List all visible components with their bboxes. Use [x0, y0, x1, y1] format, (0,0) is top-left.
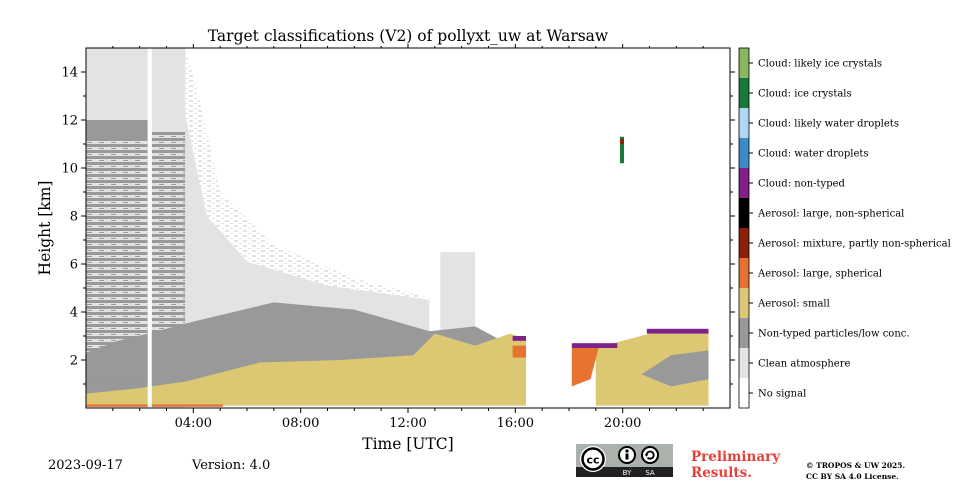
- legend-swatch: [739, 78, 749, 108]
- region-no-signal-13h: [429, 48, 441, 332]
- by-icon: [618, 446, 636, 464]
- legend-swatch: [739, 108, 749, 138]
- legend-swatch: [739, 378, 749, 408]
- region-aerosol-mixture-20h: [619, 139, 625, 144]
- sa-icon: [641, 446, 659, 464]
- copyright-note: © TROPOS & UW 2025. CC BY SA 4.0 License…: [806, 460, 905, 482]
- copyright-line-2: CC BY SA 4.0 License.: [806, 472, 899, 481]
- cc-icon: cc: [586, 454, 599, 467]
- region-non-typed-11km: [86, 120, 148, 140]
- legend-label: Cloud: likely water droplets: [758, 119, 899, 130]
- x-tick-label: 12:00: [389, 416, 426, 431]
- y-axis: 2 4 6 8 10 12 14: [61, 66, 735, 385]
- preliminary-note: Preliminary Results.: [691, 449, 780, 481]
- region-aerosol-large-spherical-18h: [571, 348, 599, 387]
- legend-frame: [738, 47, 750, 409]
- legend-swatch: [739, 48, 749, 78]
- x-tick-label: 16:00: [497, 416, 534, 431]
- version-label: Version: 4.0: [192, 458, 271, 473]
- copyright-line-1: © TROPOS & UW 2025.: [806, 461, 906, 470]
- legend-swatch: [739, 228, 749, 258]
- legend-swatch: [739, 138, 749, 168]
- region-aerosol-small-evening-base: [641, 386, 709, 406]
- legend-label: Aerosol: large, spherical: [757, 269, 882, 280]
- legend-swatch: [739, 198, 749, 228]
- region-cloud-non-typed-16h: [512, 336, 527, 341]
- region-aerosol-large-spherical-16h: [512, 345, 527, 358]
- region-mixed-low-conc-early: [86, 132, 148, 370]
- legend-swatch: [739, 258, 749, 288]
- legend-label: Aerosol: mixture, partly non-spherical: [757, 239, 951, 250]
- x-tick-label: 04:00: [175, 416, 212, 431]
- y-tick-label: 2: [70, 354, 78, 369]
- x-tick-label: 08:00: [282, 416, 319, 431]
- legend-label: Cloud: ice crystals: [758, 89, 852, 100]
- legend-swatch: [739, 348, 749, 378]
- region-clean-atmosphere-speckle: [185, 48, 430, 329]
- region-cloud-non-typed-18h: [571, 343, 618, 348]
- x-tick-label: 20:00: [604, 416, 641, 431]
- legend-swatch: [739, 288, 749, 318]
- plot-area: [86, 48, 730, 408]
- region-cloud-ice-crystals-20h: [619, 136, 625, 164]
- x-axis: 04:00 08:00 12:00 16:00 20:00: [112, 44, 704, 431]
- y-axis-label: Height [km]: [36, 181, 54, 276]
- region-clean-atmosphere-mid: [185, 115, 430, 334]
- y-tick-label: 6: [70, 258, 78, 273]
- region-aerosol-small: [86, 333, 527, 406]
- y-tick-label: 14: [61, 66, 78, 81]
- legend-label: Non-typed particles/low conc.: [758, 329, 910, 340]
- y-tick-label: 12: [61, 114, 78, 129]
- legend-colorbar: No signal Clean atmosphere Non-typed parti…: [738, 47, 951, 409]
- y-tick-label: 4: [70, 306, 78, 321]
- legend-label: Aerosol: small: [757, 299, 830, 310]
- chart-title: Target classifications (V2) of pollyxt_u…: [208, 27, 609, 45]
- by-label: BY: [623, 469, 632, 477]
- y-tick-label: 10: [61, 162, 78, 177]
- region-cloud-non-typed-21h: [646, 328, 709, 334]
- preliminary-line-1: Preliminary: [691, 449, 781, 465]
- cc-license-badge: cc BY SA: [576, 444, 673, 477]
- legend-swatch: [739, 168, 749, 198]
- region-no-signal-gap-2h: [147, 48, 152, 408]
- legend-label: Cloud: water droplets: [758, 149, 869, 160]
- legend-label: Clean atmosphere: [758, 359, 851, 370]
- measurement-date: 2023-09-17: [48, 458, 123, 473]
- region-no-signal-gap-16h: [526, 48, 572, 408]
- legend-swatch: [739, 318, 749, 348]
- x-axis-label: Time [UTC]: [362, 435, 453, 453]
- y-tick-label: 8: [70, 210, 78, 225]
- region-non-typed-evening: [641, 350, 709, 387]
- region-no-signal-end: [708, 48, 730, 408]
- sa-label: SA: [645, 469, 655, 477]
- legend-label: No signal: [758, 389, 806, 400]
- preliminary-line-2: Results.: [691, 465, 752, 481]
- legend-label: Cloud: likely ice crystals: [758, 59, 882, 70]
- region-aerosol-large-spherical-surface: [86, 404, 223, 407]
- region-clean-atmosphere-14h: [440, 252, 476, 334]
- legend-label: Cloud: non-typed: [758, 179, 846, 190]
- legend-label: Aerosol: large, non-spherical: [757, 209, 904, 220]
